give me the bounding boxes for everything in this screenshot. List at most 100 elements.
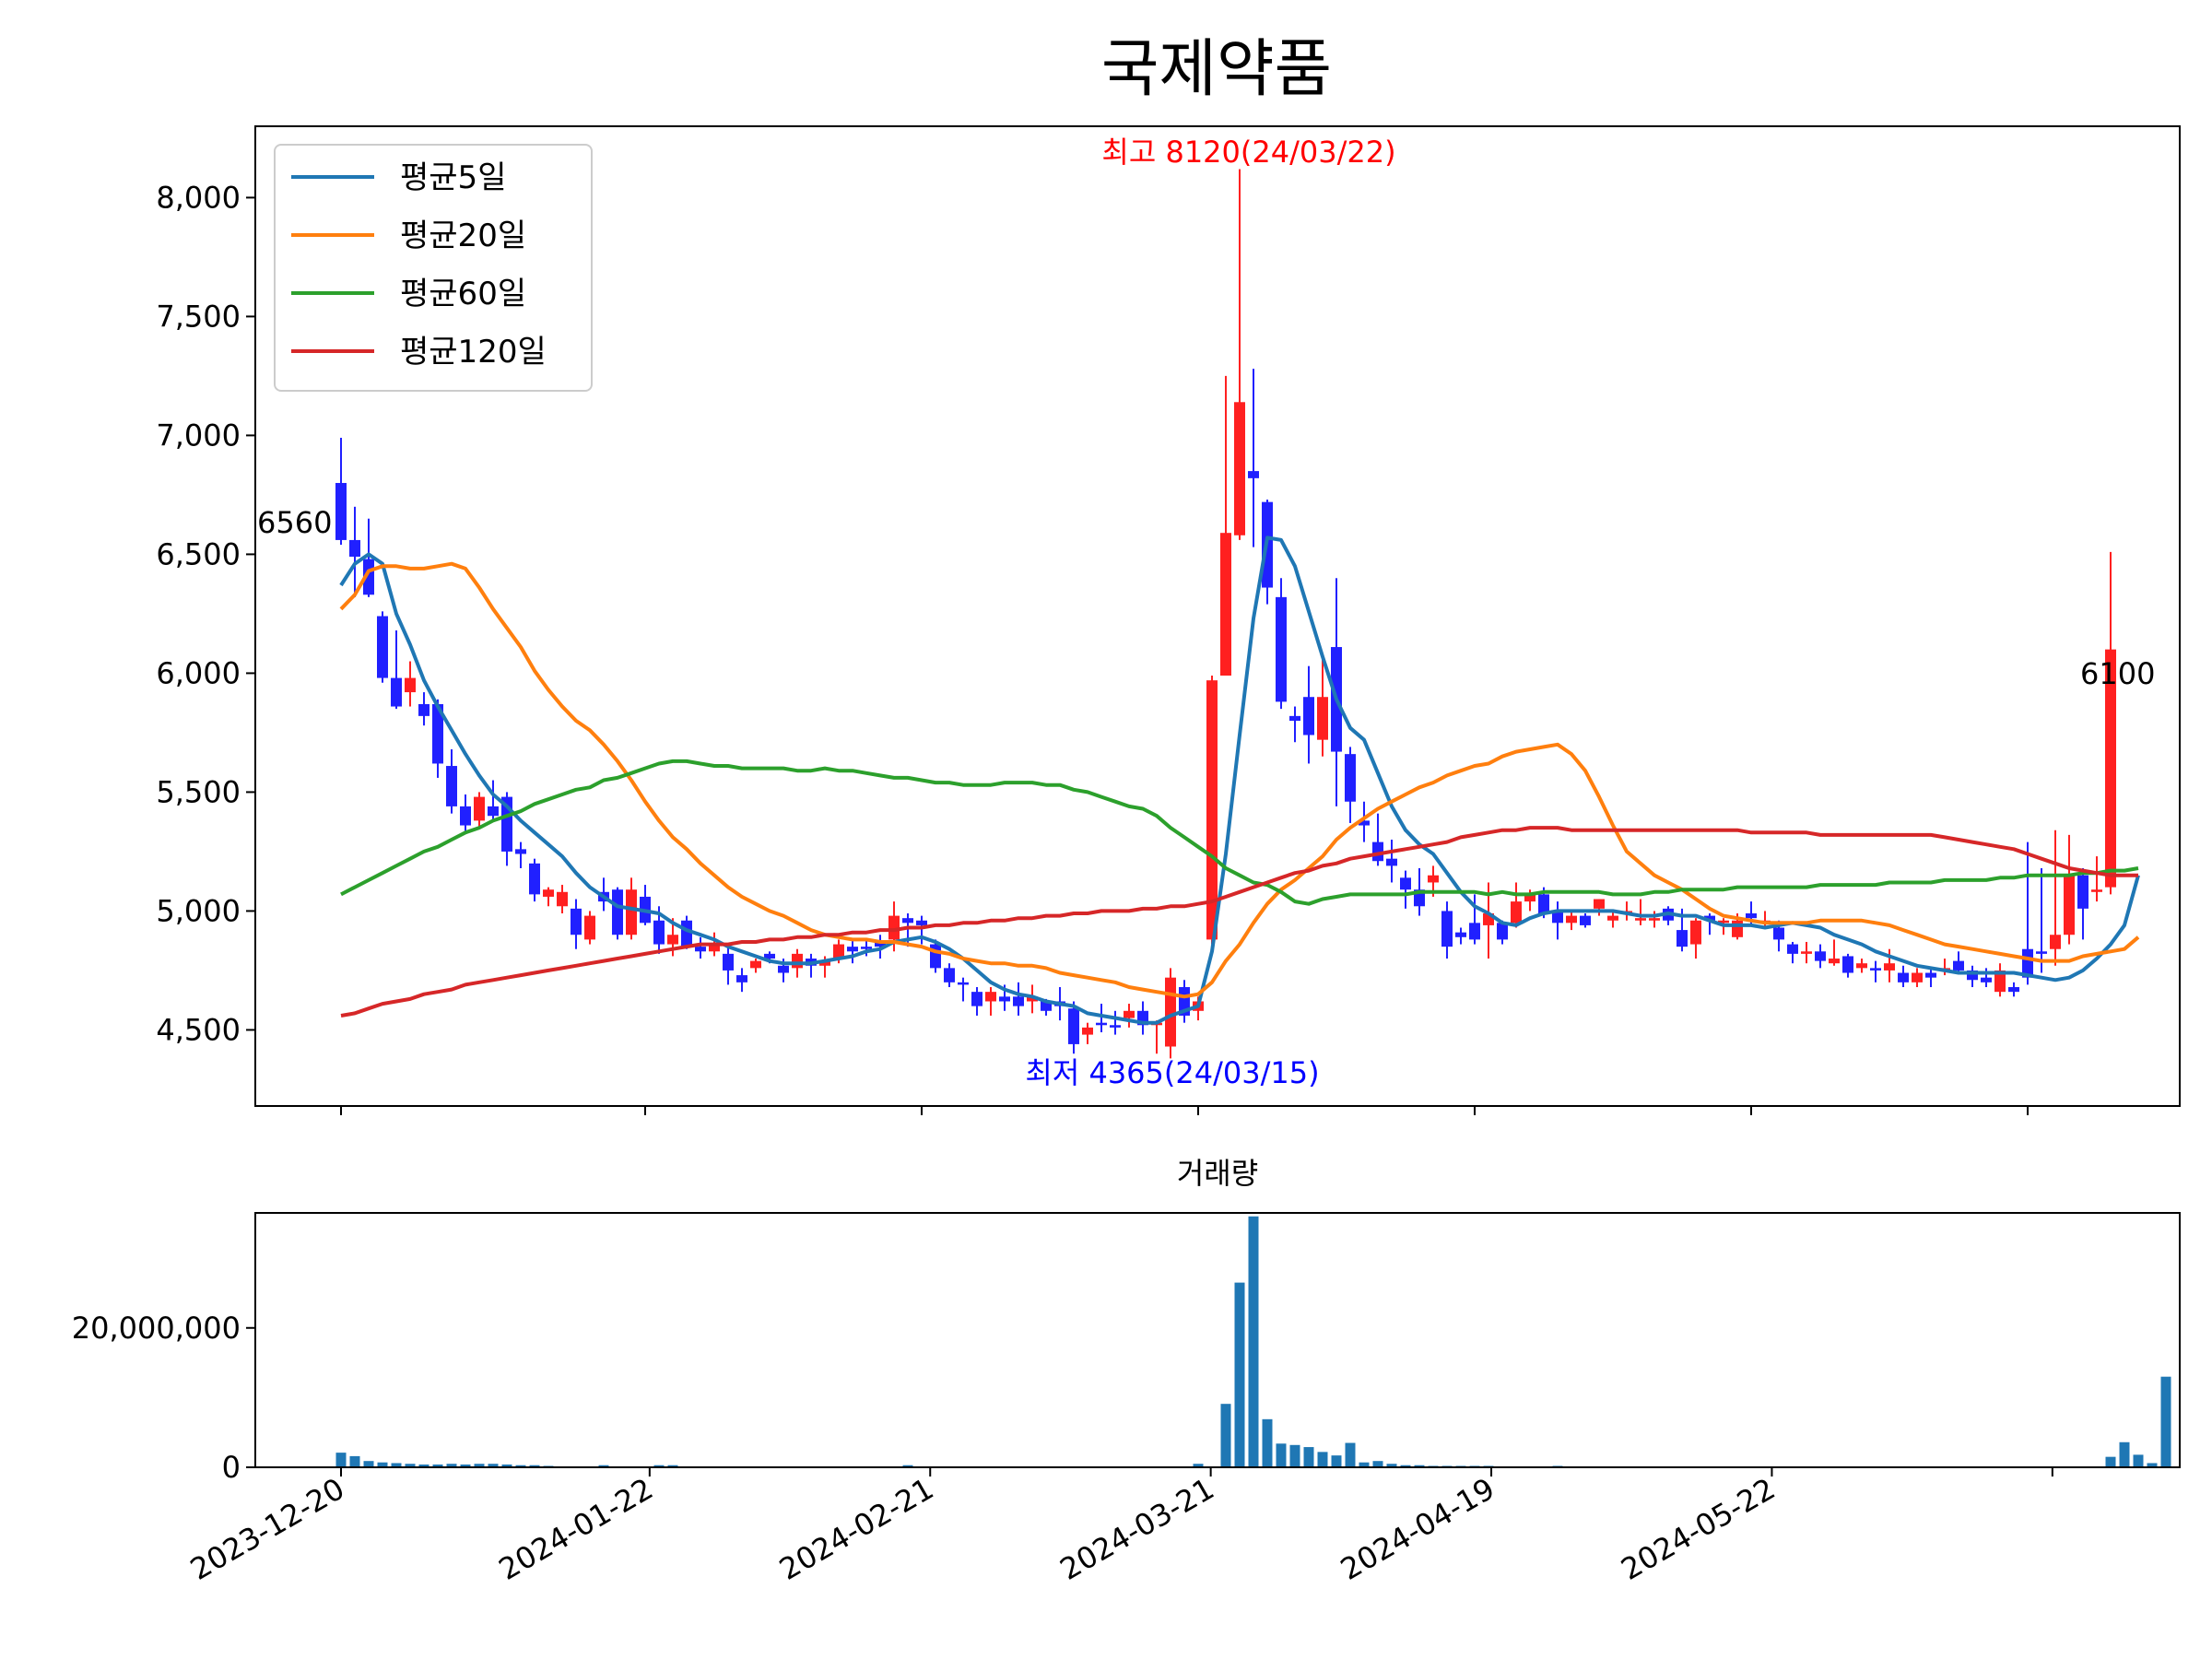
candle-body — [764, 953, 775, 959]
volume-y-tick-label: 0 — [222, 1450, 241, 1485]
volume-bar — [2160, 1376, 2171, 1467]
legend-label-ma20: 평균20일 — [400, 218, 526, 254]
volume-bar — [501, 1464, 512, 1467]
volume-bar — [1331, 1455, 1342, 1467]
candle-body — [1732, 920, 1743, 937]
volume-bar — [2147, 1463, 2158, 1467]
candle-body — [999, 996, 1010, 1002]
candle-body — [1649, 918, 1660, 921]
volume-bar — [1414, 1465, 1425, 1467]
high-annotation: 최고 8120(24/03/22) — [1101, 135, 1395, 170]
candle-body — [1041, 1001, 1052, 1011]
candle-body — [902, 918, 913, 924]
candle-body — [1594, 899, 1605, 909]
volume-bar — [515, 1465, 526, 1467]
candle-body — [1096, 1022, 1107, 1026]
volume-bar — [1276, 1443, 1287, 1467]
volume-bar — [2133, 1454, 2144, 1467]
candle-body — [1842, 956, 1853, 973]
chart-title: 국제약품 — [1101, 33, 1332, 106]
volume-bar — [1386, 1464, 1397, 1467]
candle-body — [349, 539, 360, 557]
candle-body — [1607, 915, 1618, 921]
candle-body — [335, 483, 347, 540]
candle-body — [819, 960, 830, 966]
price-y-tick-label: 7,500 — [156, 299, 241, 334]
volume-bar — [1262, 1418, 1273, 1467]
candle-body — [736, 975, 747, 982]
candle-body — [1552, 911, 1563, 924]
low-annotation: 최저 4365(24/03/15) — [1025, 1055, 1319, 1090]
ma60-line — [340, 759, 2139, 906]
candle-body — [1566, 915, 1577, 924]
candle-body — [1124, 1010, 1135, 1018]
candle-body — [1220, 533, 1231, 677]
candle-body — [888, 915, 900, 940]
volume-bar — [377, 1462, 388, 1467]
candle-body — [557, 891, 568, 907]
candle-body — [1276, 596, 1287, 702]
volume-bar — [474, 1464, 485, 1467]
price-y-tick-label: 7,000 — [156, 418, 241, 453]
volume-bar — [902, 1465, 913, 1467]
candle-body — [861, 947, 872, 949]
legend-box — [274, 144, 593, 392]
volume-bar — [2105, 1456, 2116, 1467]
candle-body — [432, 703, 443, 764]
candle-body — [460, 806, 471, 826]
candle-body — [1635, 918, 1646, 921]
volume-title: 거래량 — [1177, 1156, 1258, 1191]
candle-body — [750, 960, 761, 969]
candle-body — [474, 796, 485, 821]
volume-bar — [335, 1453, 347, 1467]
candle-body — [958, 982, 969, 985]
ma20-line — [339, 561, 2140, 999]
candle-body — [1317, 697, 1328, 740]
volume-bar — [460, 1464, 471, 1467]
candle-body — [1677, 930, 1688, 947]
candle-body — [695, 947, 706, 952]
candle-body — [653, 920, 665, 945]
candle-body — [1746, 913, 1757, 919]
candle-body — [571, 908, 582, 935]
candle-body — [2050, 935, 2061, 949]
candle-body — [1884, 963, 1895, 971]
candle-body — [1538, 894, 1549, 914]
candle-body — [1110, 1025, 1121, 1028]
candle-body — [1497, 923, 1508, 940]
price-y-tick-label: 5,500 — [156, 774, 241, 809]
candle-body — [1953, 960, 1964, 971]
volume-bar — [446, 1464, 457, 1467]
candle-body — [1773, 927, 1784, 940]
candle-body — [1898, 972, 1909, 982]
candle-body — [1511, 901, 1522, 924]
candle-body — [1027, 996, 1038, 1002]
candle-body — [916, 920, 927, 925]
candle-body — [405, 677, 416, 693]
candle-body — [626, 889, 637, 935]
candle-body — [515, 849, 526, 854]
volume-bar — [488, 1464, 499, 1467]
candle-body — [488, 806, 499, 817]
volume-bar — [1345, 1442, 1356, 1467]
candle-body — [1345, 754, 1356, 802]
ma5-line — [339, 535, 2140, 1025]
volume-bar — [1220, 1404, 1231, 1467]
candle-body — [1815, 951, 1826, 961]
candle-body — [778, 965, 789, 973]
candle-body — [2008, 986, 2019, 993]
candle-body — [985, 992, 996, 1002]
volume-bar — [1289, 1444, 1300, 1467]
price-panel: 4,500 5,000 5,500 6,000 6,500 7,000 7,500 8,000 — [156, 169, 2140, 1115]
candle-body — [1289, 715, 1300, 722]
candle-body — [1524, 894, 1535, 902]
candle-body — [667, 935, 678, 945]
legend-label-ma120: 평균120일 — [400, 334, 547, 371]
candle-body — [847, 947, 858, 952]
volume-y-tick-label: 20,000,000 — [72, 1311, 241, 1346]
candle-body — [1580, 915, 1591, 925]
first-close-label: 6560 — [257, 505, 332, 540]
candle-body — [1303, 697, 1314, 735]
candle-body — [529, 863, 540, 895]
